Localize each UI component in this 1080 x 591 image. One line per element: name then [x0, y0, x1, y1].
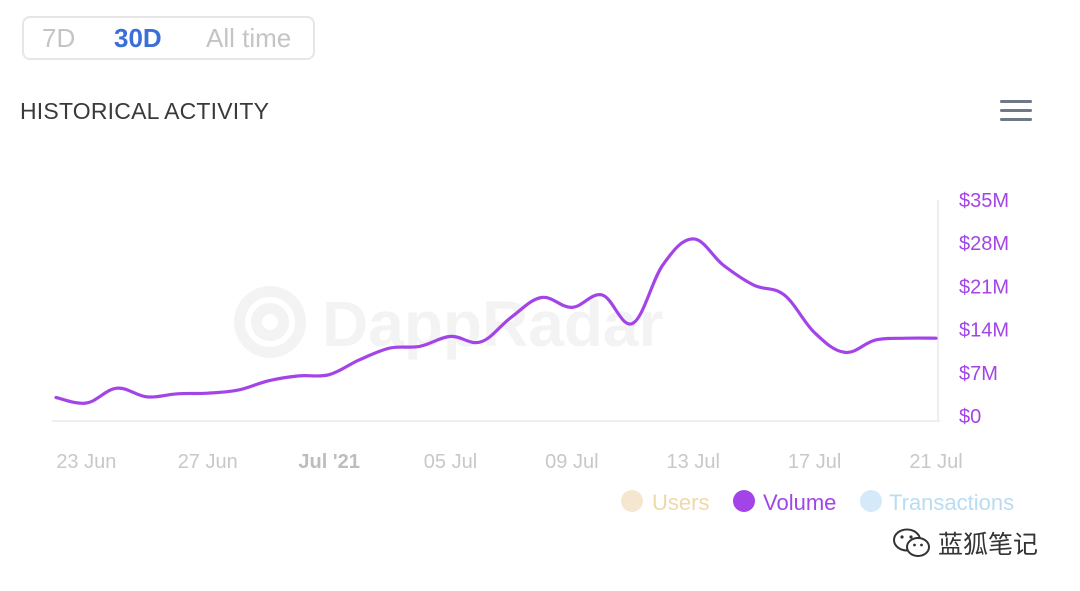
wechat-account-name: 蓝狐笔记	[938, 530, 1039, 559]
data-point-volume[interactable]	[720, 261, 728, 269]
x-tick-label: Jul '21	[298, 451, 359, 473]
data-point-volume[interactable]	[507, 313, 515, 321]
legend-item-transactions[interactable]: Transactions	[860, 490, 1014, 515]
data-point-volume[interactable]	[598, 291, 606, 299]
data-point-volume[interactable]	[446, 332, 454, 340]
x-tick-label: 13 Jul	[667, 451, 720, 473]
x-tick-label: 21 Jul	[909, 451, 962, 473]
data-point-volume[interactable]	[295, 372, 303, 380]
data-point-volume[interactable]	[811, 329, 819, 337]
wechat-icon	[893, 528, 930, 557]
x-tick-label: 23 Jun	[56, 451, 116, 473]
y-tick-label: $35M	[959, 190, 1009, 212]
data-point-volume[interactable]	[82, 399, 90, 407]
data-point-volume[interactable]	[689, 235, 697, 243]
x-tick-label: 09 Jul	[545, 451, 598, 473]
data-point-volume[interactable]	[780, 291, 788, 299]
legend-label-volume: Volume	[763, 490, 836, 515]
legend-item-users[interactable]: Users	[621, 490, 709, 515]
data-point-volume[interactable]	[234, 386, 242, 394]
range-tab-all-time[interactable]: All time	[206, 23, 292, 53]
range-tab-30d[interactable]: 30D	[114, 23, 162, 53]
data-point-volume[interactable]	[477, 338, 485, 346]
data-point-volume[interactable]	[264, 377, 272, 385]
y-tick-label: $14M	[959, 320, 1009, 342]
data-point-volume[interactable]	[355, 356, 363, 364]
data-point-volume[interactable]	[629, 319, 637, 327]
data-point-volume[interactable]	[325, 371, 333, 379]
y-tick-label: $7M	[959, 363, 998, 385]
watermark-text: DappRadar	[322, 288, 663, 360]
legend-marker-volume	[733, 490, 755, 512]
data-point-volume[interactable]	[871, 336, 879, 344]
data-point-volume[interactable]	[538, 294, 546, 302]
x-tick-label: 17 Jul	[788, 451, 841, 473]
y-tick-label: $28M	[959, 233, 1009, 255]
data-point-volume[interactable]	[841, 348, 849, 356]
data-point-volume[interactable]	[932, 334, 940, 342]
legend-marker-users	[621, 490, 643, 512]
legend-label-users: Users	[652, 490, 709, 515]
legend-label-transactions: Transactions	[889, 490, 1014, 515]
data-point-volume[interactable]	[568, 303, 576, 311]
wechat-watermark: 蓝狐笔记	[892, 525, 1038, 561]
dappradar-logo-icon	[234, 286, 306, 358]
data-point-volume[interactable]	[902, 334, 910, 342]
data-point-volume[interactable]	[204, 389, 212, 397]
range-selector: 7D 30D All time	[22, 16, 315, 60]
data-point-volume[interactable]	[143, 393, 151, 401]
range-tab-7d[interactable]: 7D	[42, 23, 76, 53]
hamburger-menu-icon[interactable]	[1000, 98, 1032, 124]
data-point-volume[interactable]	[416, 342, 424, 350]
x-tick-label: 27 Jun	[178, 451, 238, 473]
y-tick-label: $0	[959, 406, 981, 428]
legend-item-volume[interactable]: Volume	[733, 490, 836, 515]
series-line-volume	[54, 237, 938, 405]
x-tick-label: 05 Jul	[424, 451, 477, 473]
panel-title: HISTORICAL ACTIVITY	[20, 98, 270, 124]
data-point-volume[interactable]	[659, 261, 667, 269]
data-point-volume[interactable]	[113, 384, 121, 392]
y-tick-label: $21M	[959, 276, 1009, 298]
data-point-volume[interactable]	[750, 281, 758, 289]
data-point-volume[interactable]	[386, 344, 394, 352]
data-point-volume[interactable]	[173, 390, 181, 398]
data-point-volume[interactable]	[52, 393, 60, 401]
legend-marker-transactions	[860, 490, 882, 512]
